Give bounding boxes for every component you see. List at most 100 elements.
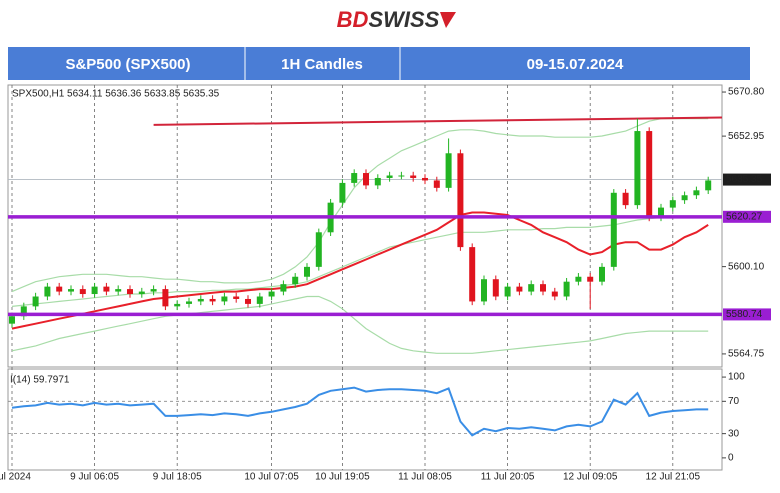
candle-body <box>646 131 653 218</box>
x-tick-label: 11 Jul 20:05 <box>481 472 535 483</box>
candle-body <box>587 276 594 282</box>
y-tick-label: 5564.75 <box>728 349 765 360</box>
level-label: 5580.74 <box>726 309 763 320</box>
last-price-tag <box>723 173 771 186</box>
header-dates: 09-15.07.2024 <box>527 56 624 73</box>
candle-body <box>280 284 287 292</box>
candle-body <box>622 192 629 206</box>
candle-body <box>197 298 204 302</box>
x-tick-label: 9 Jul 18:05 <box>153 472 202 483</box>
candle-body <box>115 289 122 292</box>
candle-body <box>681 195 688 201</box>
indicator-line <box>11 118 709 293</box>
candle-body <box>374 177 381 186</box>
candle-body <box>186 301 192 304</box>
x-tick-label: 12 Jul 21:05 <box>646 472 701 483</box>
candle-body <box>292 276 299 285</box>
x-tick-label: 11 Jul 08:05 <box>398 472 452 483</box>
candle-body <box>103 286 110 292</box>
candle-body <box>634 131 641 206</box>
candle-body <box>268 291 275 297</box>
rsi-label: I(14) 59.7971 <box>10 375 70 386</box>
candle-body <box>150 289 157 292</box>
candle-body <box>575 276 582 282</box>
candle-body <box>528 284 535 292</box>
candle-body <box>68 289 74 292</box>
candle-body <box>127 289 133 295</box>
candle-body <box>457 153 464 248</box>
rsi-tick-label: 70 <box>728 396 740 407</box>
candle-body <box>469 247 476 302</box>
level-tag <box>723 308 771 321</box>
indicator-line <box>11 295 709 354</box>
candle-body <box>563 281 570 297</box>
candle-body <box>669 200 676 208</box>
candle-body <box>209 298 216 302</box>
x-tick-label: 12 Jul 09:05 <box>563 472 618 483</box>
candle-body <box>315 232 322 267</box>
candle-body <box>540 284 546 292</box>
candle-body <box>445 153 452 188</box>
candle-body <box>339 182 346 203</box>
rsi-panel <box>7 368 723 471</box>
candle-body <box>351 173 358 183</box>
logo-swiss: SWISS <box>368 7 439 32</box>
candle-body <box>610 192 617 267</box>
candle-body <box>398 175 405 177</box>
x-tick-label: 9 Jul 06:05 <box>70 472 119 483</box>
candle-body <box>492 279 499 297</box>
candle-body <box>256 296 263 304</box>
indicator-line <box>11 211 709 330</box>
rsi-tick-label: 30 <box>728 428 740 439</box>
x-tick-label: 10 Jul 07:05 <box>244 472 299 483</box>
candle-body <box>551 291 558 297</box>
candle-body <box>658 207 664 218</box>
rsi-tick-label: 0 <box>728 453 734 464</box>
candle-body <box>516 286 523 292</box>
candle-body <box>174 303 181 307</box>
rsi-tick-label: 100 <box>728 372 745 383</box>
candle-body <box>20 306 27 317</box>
candle-body <box>44 286 51 297</box>
candle-body <box>705 180 712 191</box>
candle-body <box>9 316 15 324</box>
x-tick-label: Jul 2024 <box>0 472 31 483</box>
level-label: 5620.27 <box>726 211 763 222</box>
y-tick-label: 5670.80 <box>728 87 765 98</box>
candle-body <box>481 279 487 302</box>
candle-body <box>599 266 605 282</box>
info: SPX500,H1 5634.11 5636.36 5633.85 5635.3… <box>12 89 220 100</box>
candle-body <box>410 175 417 178</box>
last-price-label: 5635.35 <box>726 174 763 185</box>
logo-bd: BD <box>337 7 369 32</box>
candle-body <box>79 289 86 295</box>
logo: BDSWISS <box>337 7 440 32</box>
candle-body <box>693 190 700 196</box>
candle-body <box>162 289 169 307</box>
candle-body <box>304 266 310 277</box>
candle-body <box>32 296 39 307</box>
candle-body <box>138 291 145 295</box>
level-tag <box>723 210 771 223</box>
header-bar <box>8 47 750 80</box>
candle-body <box>245 298 251 304</box>
rsi-line <box>11 386 709 437</box>
candle-body <box>433 180 440 188</box>
header-instrument: S&P500 (SPX500) <box>65 56 190 73</box>
candle-body <box>91 286 98 295</box>
candle-body <box>504 286 511 297</box>
y-tick-label: 5600.10 <box>728 261 765 272</box>
candle-body <box>422 177 428 181</box>
candle-body <box>363 173 369 186</box>
indicator-line <box>11 216 709 307</box>
candle-body <box>386 175 393 178</box>
trendline <box>153 116 723 126</box>
y-tick-label: 5652.95 <box>728 131 765 142</box>
candle-body <box>221 296 228 302</box>
candle-body <box>233 296 240 299</box>
x-tick-label: 10 Jul 19:05 <box>315 472 370 483</box>
candle-body <box>56 286 63 292</box>
logo-mark <box>440 12 456 28</box>
